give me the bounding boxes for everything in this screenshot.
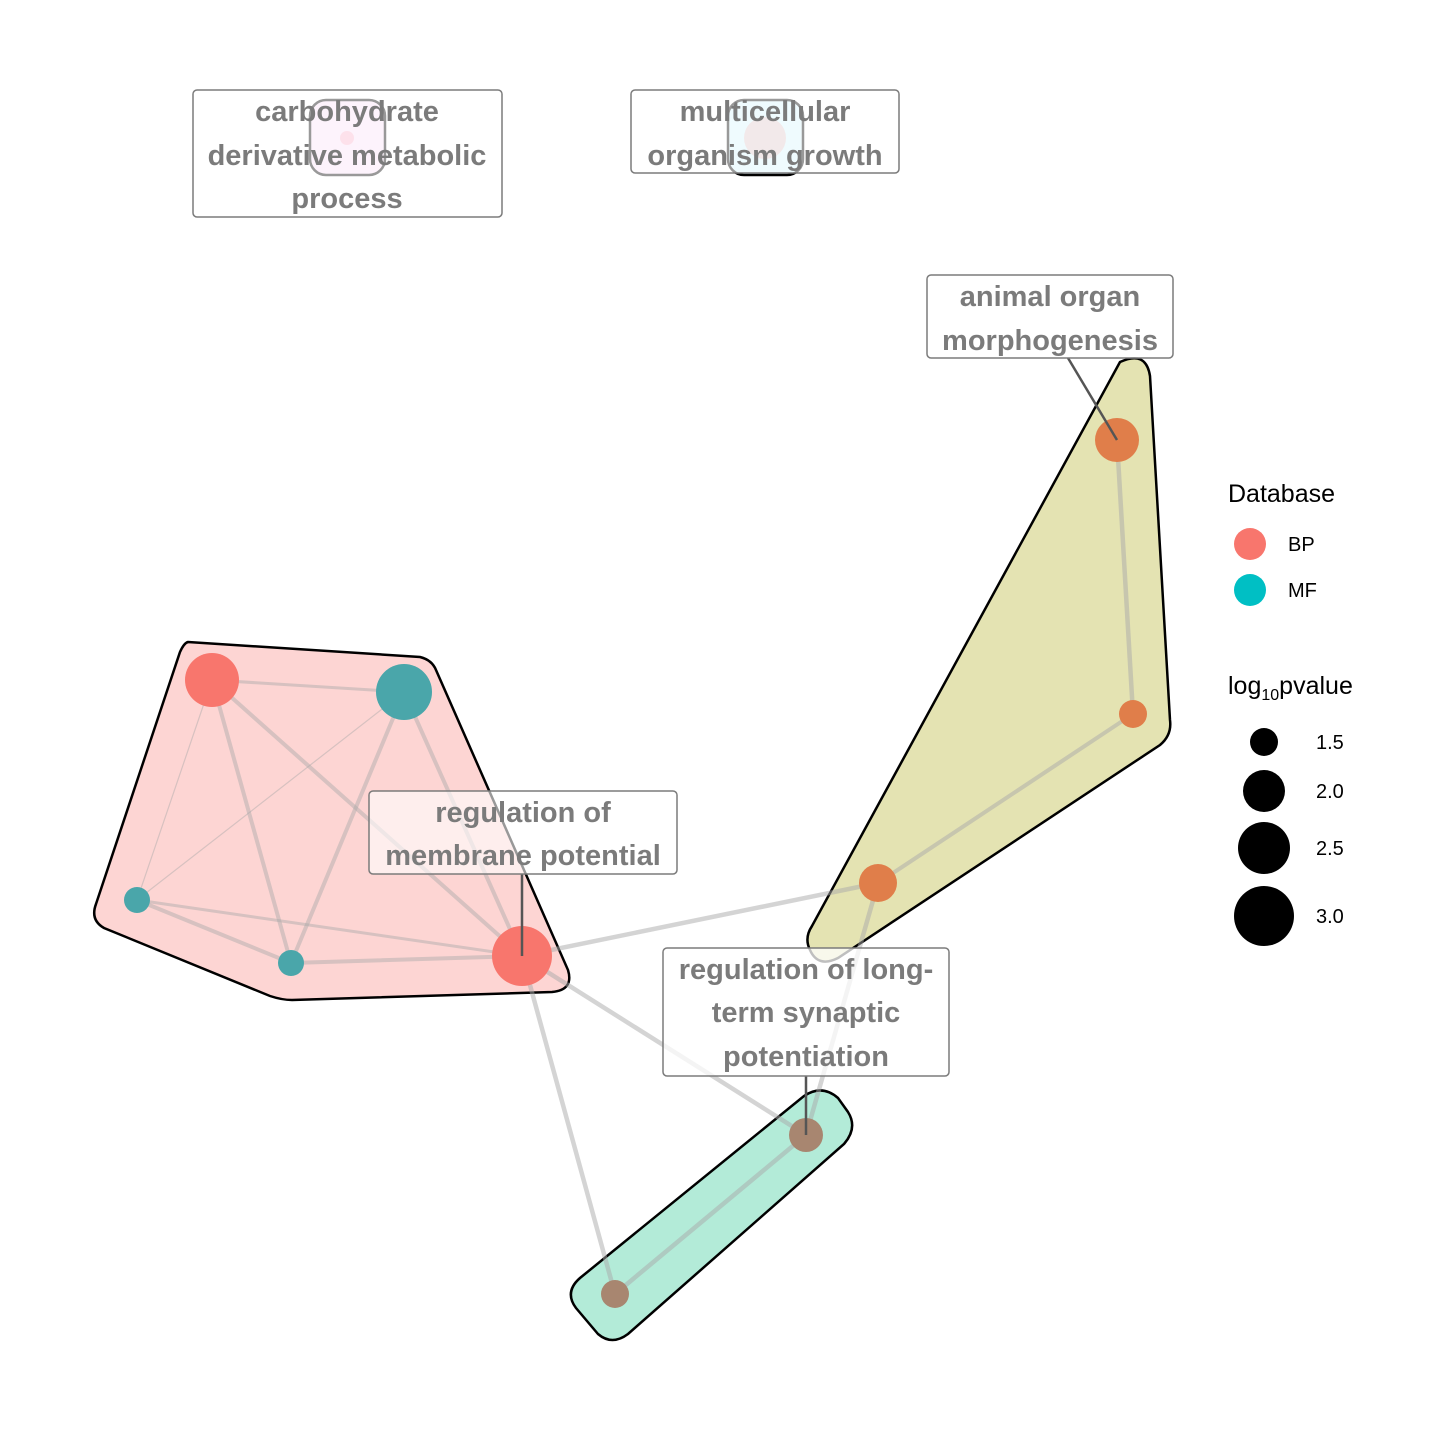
edge [876,712,1135,885]
edge [210,678,293,965]
edge [136,679,213,901]
edge [289,954,524,965]
cluster-label-carbohydrate-derivative-metabolic-process: carbohydrate derivative metabolic proces… [192,89,503,218]
cluster-label-regulation-of-membrane-potential: regulation of membrane potential [368,790,678,875]
label-box [368,790,678,875]
node-bp [185,653,239,707]
label-line: organism growth [647,140,882,172]
label-line: term synaptic [712,997,901,1029]
node [859,864,897,902]
edge [519,953,618,1297]
legend-label-bp: BP [1288,534,1315,556]
legend-database: Database BP MF [1228,480,1335,606]
label-box [192,89,503,218]
label-line: animal organ [960,281,1141,313]
edge [210,678,406,694]
legend-label-mf: MF [1288,580,1317,602]
edge [612,1132,809,1297]
label-line: process [291,183,402,215]
legend-size-key [1250,728,1278,756]
edge [289,690,406,965]
legend-size-label: 1.5 [1316,732,1344,754]
label-line: morphogenesis [942,325,1158,357]
legend-title-pvalue: log10pvalue [1228,672,1353,704]
leader-line [1066,357,1119,441]
legend-pvalue: log10pvalue 1.5 2.0 2.5 3.0 [1228,672,1353,946]
cluster-label-animal-organ-morphogenesis: animal organ morphogenesis [926,274,1174,359]
legend-size-key [1234,886,1294,946]
hull-regulation-of-membrane-potential [93,640,571,1002]
cluster-label-regulation-of-long-term-synaptic-potentiation: regulation of long- term synaptic potent… [662,947,950,1077]
node [601,1280,629,1308]
edge [1114,437,1136,717]
legend-size-label: 2.5 [1316,838,1344,860]
label-line: multicellular [680,96,851,128]
node-mf [376,664,432,720]
legend-title-database: Database [1228,480,1335,508]
label-line: carbohydrate [255,96,439,128]
legend-title-subscript: 10 [1261,687,1279,704]
label-box [630,89,900,174]
label-box [662,947,950,1077]
label-line: regulation of long- [679,954,934,986]
node-mf [278,950,304,976]
legend-size-label: 3.0 [1316,906,1344,928]
label-line: membrane potential [385,840,661,872]
hull-animal-organ-morphogenesis [806,357,1172,963]
node [1119,700,1147,728]
legend-size-label: 2.0 [1316,781,1344,803]
edge [135,898,293,965]
label-leaders [520,357,1119,1135]
edge [519,880,881,959]
edge [210,678,524,958]
cluster-label-multicellular-organism-growth: multicellular organism growth [630,89,900,174]
legend-key-bp [1234,528,1266,560]
label-line: regulation of [435,797,611,829]
legend-size-key [1243,770,1285,812]
legend-size-key [1238,822,1290,874]
legend-title-suffix: pvalue [1279,672,1353,700]
label-box [926,274,1174,359]
node-mf [124,887,150,913]
label-line: derivative metabolic [208,140,487,172]
legend-key-mf [1234,574,1266,606]
edge [135,898,524,958]
label-line: potentiation [723,1041,889,1073]
edge [136,691,405,901]
legend-title-prefix: log [1228,672,1261,700]
